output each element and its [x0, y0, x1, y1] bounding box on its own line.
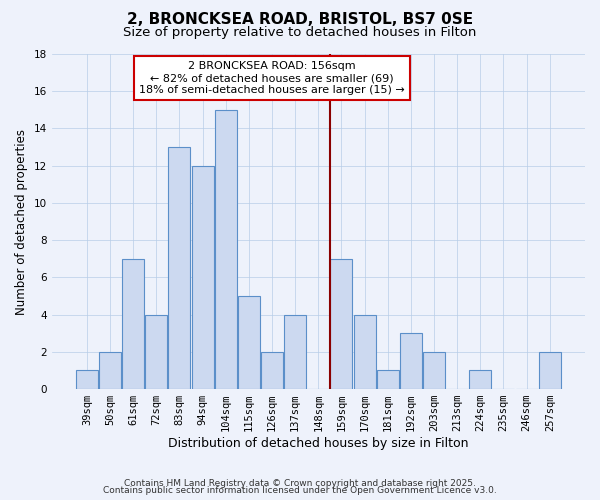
Bar	[353, 314, 376, 389]
Bar	[122, 259, 144, 389]
Text: Contains HM Land Registry data © Crown copyright and database right 2025.: Contains HM Land Registry data © Crown c…	[124, 478, 476, 488]
Bar	[215, 110, 237, 389]
Bar	[284, 314, 306, 389]
Text: Size of property relative to detached houses in Filton: Size of property relative to detached ho…	[124, 26, 476, 39]
Bar	[331, 259, 352, 389]
Bar	[261, 352, 283, 389]
Y-axis label: Number of detached properties: Number of detached properties	[15, 128, 28, 314]
Bar	[191, 166, 214, 389]
Text: Contains public sector information licensed under the Open Government Licence v3: Contains public sector information licen…	[103, 486, 497, 495]
Bar	[169, 147, 190, 389]
Bar	[76, 370, 98, 389]
Bar	[377, 370, 399, 389]
Bar	[400, 333, 422, 389]
Bar	[238, 296, 260, 389]
X-axis label: Distribution of detached houses by size in Filton: Distribution of detached houses by size …	[168, 437, 469, 450]
Bar	[145, 314, 167, 389]
Bar	[423, 352, 445, 389]
Bar	[469, 370, 491, 389]
Text: 2 BRONCKSEA ROAD: 156sqm
← 82% of detached houses are smaller (69)
18% of semi-d: 2 BRONCKSEA ROAD: 156sqm ← 82% of detach…	[139, 62, 405, 94]
Bar	[539, 352, 561, 389]
Bar	[99, 352, 121, 389]
Text: 2, BRONCKSEA ROAD, BRISTOL, BS7 0SE: 2, BRONCKSEA ROAD, BRISTOL, BS7 0SE	[127, 12, 473, 28]
